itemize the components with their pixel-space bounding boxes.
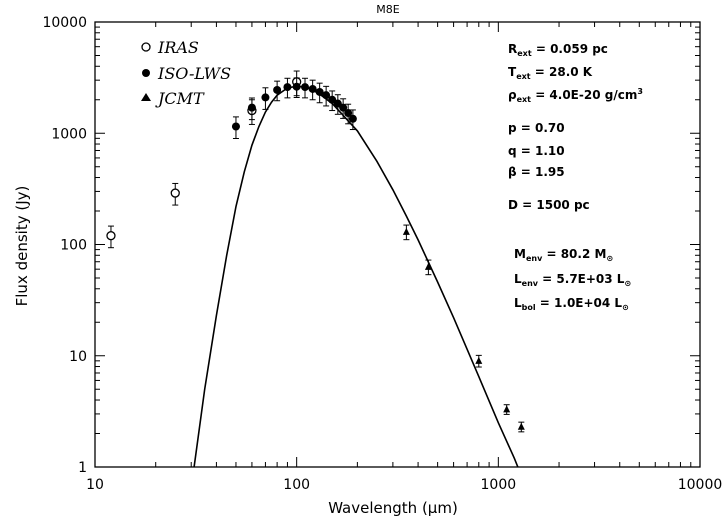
legend-iso-label: ISO-LWS bbox=[157, 64, 231, 83]
iso-lws-point bbox=[348, 114, 357, 123]
iso-lws-point bbox=[315, 87, 324, 96]
x-axis-label: Wavelength (μm) bbox=[328, 499, 458, 517]
legend-iras-label: IRAS bbox=[157, 38, 199, 57]
y-tick-label: 1 bbox=[78, 460, 87, 476]
param-q: q = 1.10 bbox=[508, 144, 565, 158]
model-curve-group bbox=[193, 85, 519, 467]
iso-lws-point bbox=[273, 85, 282, 94]
y-tick-label: 100 bbox=[60, 238, 87, 254]
axis-ticks bbox=[94, 22, 700, 468]
legend-iso-marker bbox=[142, 69, 150, 77]
y-tick-label: 1000 bbox=[51, 126, 87, 142]
param-rho-ext: ρext = 4.0E-20 g/cm3 bbox=[508, 87, 643, 104]
iso-lws-point bbox=[231, 122, 240, 131]
jcmt-point bbox=[424, 262, 432, 270]
x-tick-label: 1000 bbox=[481, 477, 517, 493]
data-points bbox=[106, 70, 525, 433]
param-p: p = 0.70 bbox=[508, 121, 565, 135]
param-r-ext: Rext = 0.059 pc bbox=[508, 42, 608, 58]
model-parameters: Rext = 0.059 pc Text = 28.0 K ρext = 4.0… bbox=[508, 42, 643, 312]
iso-lws-point bbox=[328, 95, 337, 104]
iras-point bbox=[170, 188, 180, 198]
jcmt-point bbox=[402, 227, 410, 235]
model-curve bbox=[193, 85, 519, 467]
legend-jcmt-label: JCMT bbox=[155, 89, 205, 108]
param-t-ext: Text = 28.0 K bbox=[508, 65, 593, 81]
iso-lws-point bbox=[261, 93, 270, 102]
x-tick-label: 10000 bbox=[678, 477, 723, 493]
param-l-env: Lenv = 5.7E+03 L⊙ bbox=[514, 272, 631, 288]
param-beta: β = 1.95 bbox=[508, 165, 565, 179]
iras-point bbox=[106, 231, 116, 241]
legend-jcmt-marker bbox=[141, 93, 151, 101]
jcmt-point bbox=[517, 422, 525, 430]
x-tick-label: 100 bbox=[283, 477, 310, 493]
y-tick-label: 10 bbox=[69, 349, 87, 365]
iso-lws-point bbox=[308, 84, 317, 93]
param-m-env: Menv = 80.2 M⊙ bbox=[514, 247, 613, 263]
x-tick-label: 10 bbox=[86, 477, 104, 493]
iso-lws-point bbox=[292, 82, 301, 91]
chart-title: M8E bbox=[376, 3, 399, 16]
iso-lws-point bbox=[283, 83, 292, 92]
jcmt-point bbox=[475, 356, 483, 364]
param-l-bol: Lbol = 1.0E+04 L⊙ bbox=[514, 296, 629, 312]
iso-lws-point bbox=[339, 103, 348, 112]
iso-lws-point bbox=[247, 103, 256, 112]
iso-lws-point bbox=[322, 91, 331, 100]
iso-lws-point bbox=[344, 109, 353, 118]
param-distance: D = 1500 pc bbox=[508, 198, 590, 212]
legend-iras-marker bbox=[141, 42, 151, 52]
y-tick-label: 10000 bbox=[42, 15, 87, 31]
y-axis-label: Flux density (Jy) bbox=[13, 186, 31, 307]
legend: IRAS ISO-LWS JCMT bbox=[141, 38, 231, 108]
iso-lws-point bbox=[301, 83, 310, 92]
jcmt-point bbox=[503, 405, 511, 413]
